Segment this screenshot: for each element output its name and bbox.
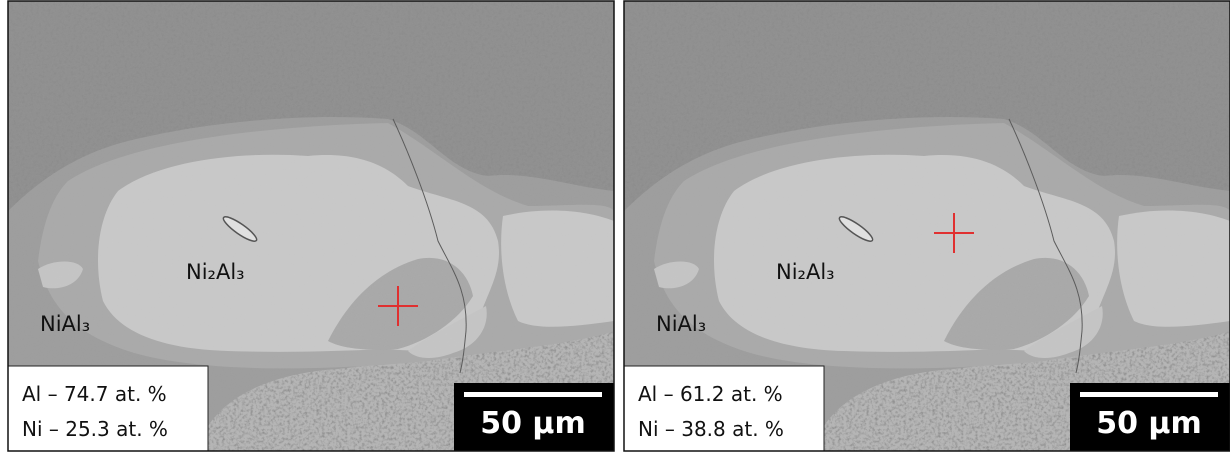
micrograph-panel: Ni₂Al₃ NiAl₃ Al – 74.7 at. % Ni – 25.3 at. … xyxy=(8,1,614,452)
image: Ni₂Al₃ NiAl₃ Al – 61.2 at. % Ni – 38.8 at. … xyxy=(624,1,1230,452)
composition-line: Al – 61.2 at. % xyxy=(638,382,783,406)
phase-label: NiAl₃ xyxy=(40,312,90,336)
scale-bar xyxy=(464,392,602,397)
composition-line: Ni – 38.8 at. % xyxy=(638,417,784,441)
scale-bar-label: 50 µm xyxy=(1096,406,1202,441)
phase-label: Ni₂Al₃ xyxy=(186,260,245,284)
figure: Ni₂Al₃ NiAl₃ Al – 74.7 at. % Ni – 25.3 at. … xyxy=(0,0,1230,452)
phase-label: NiAl₃ xyxy=(656,312,706,336)
scale-bar-label: 50 µm xyxy=(480,406,586,441)
scale-bar xyxy=(1080,392,1218,397)
composition-line: Al – 74.7 at. % xyxy=(22,382,167,406)
micrograph-panel: Ni₂Al₃ NiAl₃ Al – 61.2 at. % Ni – 38.8 at. … xyxy=(624,1,1230,452)
image: Ni₂Al₃ NiAl₃ Al – 74.7 at. % Ni – 25.3 at. … xyxy=(8,1,614,452)
composition-line: Ni – 25.3 at. % xyxy=(22,417,168,441)
phase-label: Ni₂Al₃ xyxy=(776,260,835,284)
page: Ni₂Al₃ NiAl₃ Al – 74.7 at. % Ni – 25.3 at. … xyxy=(0,0,1230,452)
